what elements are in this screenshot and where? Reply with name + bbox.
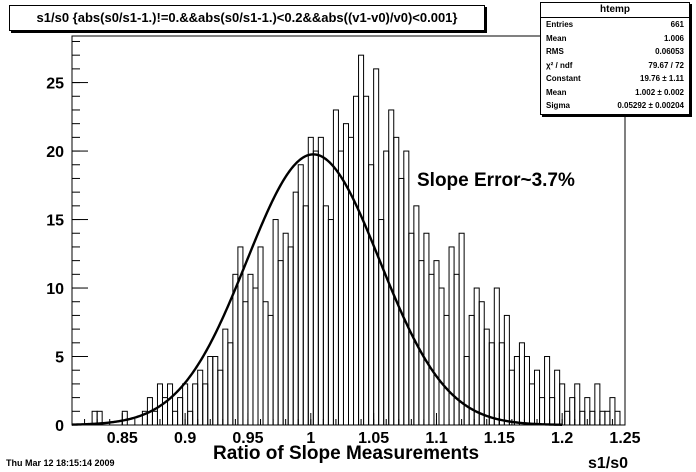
stats-row-label: χ² / ndf bbox=[546, 60, 573, 70]
stats-box: htemp Entries 661 Mean 1.006 RMS 0.06053 χ² / … bbox=[540, 2, 690, 115]
timestamp: Thu Mar 12 18:15:14 2009 bbox=[6, 458, 115, 468]
stats-row-value: 1.006 bbox=[663, 33, 684, 43]
stats-row: Constant 19.76 ± 1.11 bbox=[541, 72, 689, 86]
stats-row: Entries 661 bbox=[541, 18, 689, 32]
slope-error-annotation: Slope Error~3.7% bbox=[417, 170, 575, 191]
chart-title: s1/s0 {abs(s0/s1-1.)!=0.&&abs(s0/s1-1.)<… bbox=[9, 5, 485, 31]
x-tick-label: 0.9 bbox=[174, 430, 196, 447]
stats-row-label: Constant bbox=[546, 74, 581, 83]
histogram-bin bbox=[167, 383, 174, 426]
stats-row-value: 1.002 ± 0.002 bbox=[635, 87, 684, 97]
histogram-bin bbox=[594, 383, 601, 426]
stats-row-value: 0.06053 bbox=[655, 47, 684, 56]
histogram-bin bbox=[614, 410, 621, 426]
x-tick-label: 1.1 bbox=[425, 430, 447, 447]
y-tick-label: 5 bbox=[55, 350, 64, 367]
stats-row: χ² / ndf 79.67 / 72 bbox=[541, 59, 689, 73]
x-tick-label: 1.05 bbox=[358, 430, 389, 447]
stats-row-label: Sigma bbox=[546, 101, 571, 110]
x-tick-label: 0.95 bbox=[232, 430, 263, 447]
stats-row-label: RMS bbox=[546, 47, 564, 56]
stats-row-label: Mean bbox=[546, 33, 567, 43]
stats-box-name: htemp bbox=[541, 3, 689, 18]
x-tick-label: 1 bbox=[306, 430, 315, 447]
y-tick-label: 15 bbox=[46, 213, 64, 230]
stats-row: RMS 0.06053 bbox=[541, 45, 689, 59]
stats-row: Mean 1.006 bbox=[541, 32, 689, 46]
stats-row: Mean 1.002 ± 0.002 bbox=[541, 86, 689, 100]
y-tick-label: 10 bbox=[46, 281, 64, 298]
x-axis-variable-label: s1/s0 bbox=[588, 455, 628, 472]
stats-rows: Entries 661 Mean 1.006 RMS 0.06053 χ² / ndf 79.… bbox=[541, 18, 689, 113]
stats-row-value: 19.76 ± 1.11 bbox=[640, 74, 684, 83]
stats-row-value: 0.05292 ± 0.00204 bbox=[617, 101, 684, 110]
x-axis-label: Ratio of Slope Measurements bbox=[213, 443, 479, 464]
x-tick-label: 0.85 bbox=[107, 430, 138, 447]
histogram-bin bbox=[574, 383, 581, 426]
histogram-bin bbox=[96, 410, 103, 426]
x-tick-label: 1.2 bbox=[551, 430, 573, 447]
stats-row-value: 661 bbox=[670, 20, 684, 29]
gaussian-fit-curve bbox=[71, 153, 563, 426]
y-tick-label: 25 bbox=[46, 76, 64, 93]
x-tick-label: 1.15 bbox=[484, 430, 515, 447]
y-tick-label: 0 bbox=[55, 418, 64, 435]
x-tick-label: 1.25 bbox=[609, 430, 640, 447]
stats-row-label: Mean bbox=[546, 87, 567, 97]
stats-row: Sigma 0.05292 ± 0.00204 bbox=[541, 99, 689, 113]
stats-row-value: 79.67 / 72 bbox=[648, 60, 684, 70]
stats-row-label: Entries bbox=[546, 20, 574, 29]
y-tick-label: 20 bbox=[46, 144, 64, 161]
axes: 0.85 0.9 0.95 1 1.05 1.1 1.15 1.2 1.25 0 5 10 15 20 25 bbox=[46, 40, 641, 447]
